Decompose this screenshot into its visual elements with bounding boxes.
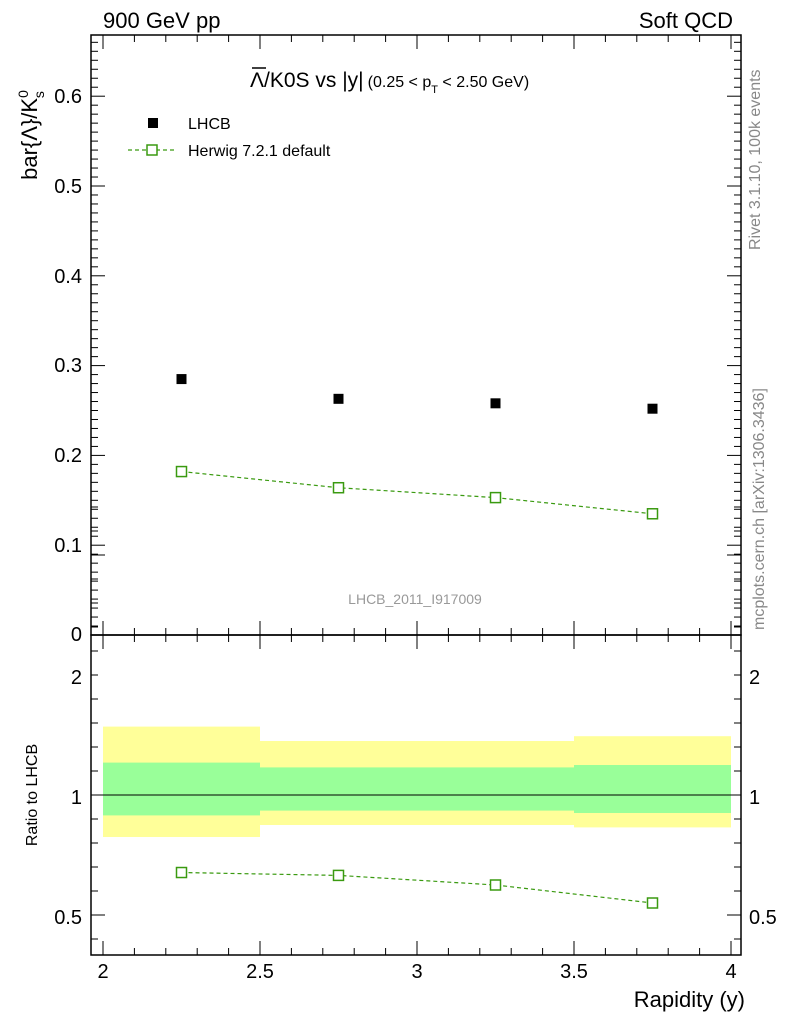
xtick-label: 3.5: [560, 961, 588, 983]
analysis-watermark: LHCB_2011_I917009: [348, 591, 482, 607]
axis-ticks: [91, 35, 741, 955]
plot-title-cut-sub: T: [431, 84, 438, 96]
header-category-label: Soft QCD: [639, 8, 733, 33]
legend-mc-label: Herwig 7.2.1 default: [188, 143, 331, 160]
mc-main-point: [332, 481, 345, 494]
ratio-ytick-label-right: 2: [749, 667, 760, 689]
legend-data-label: LHCB: [188, 116, 231, 133]
xtick-label: 3: [411, 961, 422, 983]
mc-ratio-point: [332, 869, 345, 882]
ratio-band-inner: [103, 762, 260, 816]
xtick-label: 2: [97, 961, 108, 983]
rivet-version-label: Rivet 3.1.10, 100k events: [747, 69, 764, 250]
mc-main-line: [181, 470, 653, 515]
legend: LHCB Herwig 7.2.1 default: [128, 116, 331, 160]
ratio-band-inner-group: [103, 762, 731, 816]
x-tick-labels: 2 2.5 3 3.5 4: [97, 961, 736, 983]
main-ytick-label: 0.5: [54, 176, 82, 198]
main-ytick-label: 0.6: [54, 86, 82, 108]
mc-main-point: [175, 465, 188, 478]
main-y-axis-title: bar{Λ}/K0s: [15, 90, 47, 180]
plot-title: Λ/K0S vs |y| (0.25 < pT < 2.50 GeV): [250, 69, 529, 96]
mc-ratio-line: [181, 871, 653, 904]
lhcb-data-point: [490, 398, 501, 409]
ratio-band-inner: [417, 767, 574, 811]
ratio-y-tick-labels-right: 0.5 1 2: [749, 667, 777, 929]
mc-main-series: [175, 465, 659, 520]
main-ytick-label-zero: 0: [71, 624, 82, 646]
ratio-band-inner: [574, 765, 731, 813]
mc-main-point: [489, 491, 502, 504]
ratio-band-inner: [260, 767, 417, 811]
lhcb-data-point: [333, 393, 344, 404]
ratio-ytick-label-right: 1: [749, 787, 760, 809]
lhcb-data-point: [647, 403, 658, 414]
ratio-ytick-label: 2: [71, 667, 82, 689]
mc-ratio-series: [175, 866, 659, 909]
x-axis-title: Rapidity (y): [634, 987, 745, 1012]
ratio-y-tick-labels-left: 0.5 1 2: [54, 667, 82, 929]
plot-title-cut-suffix: < 2.50 GeV): [438, 74, 529, 91]
ratio-ytick-label: 0.5: [54, 907, 82, 929]
mcplots-credit-label: mcplots.cern.ch [arXiv:1306.3436]: [751, 388, 768, 630]
plot-title-main: Λ/K0S vs |y|: [250, 69, 364, 92]
ratio-ytick-label: 1: [71, 787, 82, 809]
xtick-label: 4: [725, 961, 736, 983]
main-ytick-label: 0.4: [54, 266, 82, 288]
legend-mc-marker: [146, 144, 158, 156]
mc-main-point: [646, 508, 659, 520]
main-ytick-label: 0.3: [54, 355, 82, 377]
ratio-ytick-label-right: 0.5: [749, 907, 777, 929]
main-ytick-label: 0.2: [54, 445, 82, 467]
main-y-tick-labels: 0.1 0.2 0.3 0.4 0.5 0.6 0: [54, 86, 82, 646]
legend-data-marker: [148, 118, 158, 128]
mc-ratio-point: [489, 879, 502, 891]
lhcb-data-series: [176, 374, 658, 414]
ratio-y-axis-title: Ratio to LHCB: [24, 744, 41, 846]
mc-ratio-point: [175, 866, 188, 879]
header-energy-label: 900 GeV pp: [103, 8, 220, 33]
mc-ratio-point: [646, 897, 659, 909]
lhcb-data-point: [176, 374, 187, 385]
plot-title-cut: (0.25 < p: [368, 74, 432, 91]
main-ytick-label: 0.1: [54, 535, 82, 557]
xtick-label: 2.5: [246, 961, 274, 983]
